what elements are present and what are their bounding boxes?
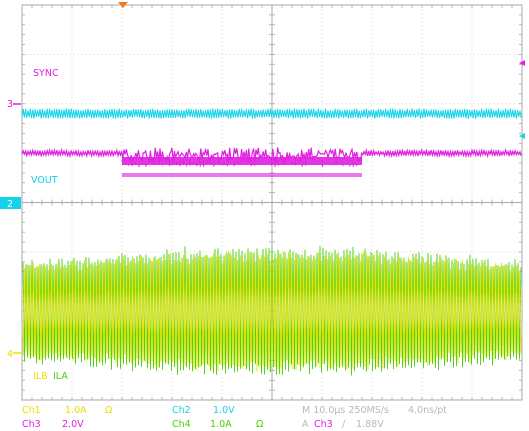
ch3-scale: 2.0V bbox=[62, 419, 84, 430]
sync-waveform bbox=[21, 147, 522, 177]
ilb-trace bbox=[22, 250, 522, 372]
trigger-prefix: A bbox=[302, 419, 309, 430]
ch3-ground-marker[interactable]: 3 bbox=[7, 99, 13, 110]
trigger-level-marker[interactable] bbox=[519, 60, 525, 66]
ch4-ground-marker[interactable]: 4 bbox=[7, 349, 13, 360]
status-bar: Ch1 1.0A Ω Ch2 1.0V Ch3 2.0V Ch4 1.0A Ω … bbox=[22, 405, 447, 430]
ch1-scale: 1.0A bbox=[65, 405, 87, 416]
ch2-ground-marker-box[interactable] bbox=[0, 197, 21, 209]
ch4-unit: Ω bbox=[256, 419, 263, 430]
sync-upper-band bbox=[122, 173, 362, 177]
vout-offset-marker-right bbox=[519, 133, 525, 139]
trigger-level: 1.88V bbox=[356, 419, 384, 430]
ch4-scale: 1.0A bbox=[210, 419, 232, 430]
ila-waveform bbox=[22, 245, 522, 376]
ch2-name: Ch2 bbox=[172, 405, 191, 416]
vout-waveform bbox=[21, 108, 522, 119]
ch2-ground-marker: 2 bbox=[7, 199, 13, 210]
ch1-unit: Ω bbox=[105, 405, 112, 416]
trigger-position-marker[interactable] bbox=[118, 2, 128, 8]
ch2-scale: 1.0V bbox=[213, 405, 235, 416]
timebase-readout: M 10.0µs 250MS/s bbox=[302, 405, 389, 416]
sync-top-envelope bbox=[122, 157, 362, 165]
trigger-slope-icon: ∕ bbox=[342, 419, 346, 430]
resolution-readout: 4.0ns/pt bbox=[408, 405, 447, 416]
ch4-name: Ch4 bbox=[172, 419, 191, 430]
ch3-name: Ch3 bbox=[22, 419, 41, 430]
trigger-source: Ch3 bbox=[314, 419, 333, 430]
ila-trace bbox=[22, 245, 522, 376]
vout-trace bbox=[21, 108, 522, 119]
sync-label: SYNC bbox=[33, 68, 59, 79]
ila-label: ILA bbox=[53, 371, 68, 382]
ilb-waveform bbox=[22, 250, 522, 372]
ilb-label: ILB bbox=[33, 371, 48, 382]
vout-label: VOUT bbox=[31, 175, 58, 186]
ch1-name: Ch1 bbox=[22, 405, 41, 416]
